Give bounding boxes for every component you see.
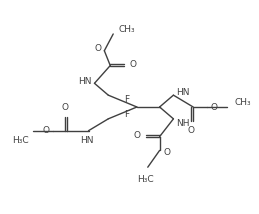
Text: CH₃: CH₃ (235, 98, 251, 107)
Text: H₃C: H₃C (12, 136, 28, 145)
Text: O: O (94, 44, 101, 53)
Text: O: O (163, 148, 171, 157)
Text: O: O (42, 126, 49, 135)
Text: CH₃: CH₃ (118, 25, 135, 34)
Text: F: F (124, 110, 129, 119)
Text: O: O (134, 131, 141, 140)
Text: NH: NH (176, 119, 190, 128)
Text: O: O (129, 60, 136, 69)
Text: H₃C: H₃C (138, 175, 154, 184)
Text: F: F (124, 95, 129, 104)
Text: HN: HN (78, 77, 91, 86)
Text: HN: HN (80, 136, 93, 145)
Text: O: O (211, 103, 218, 111)
Text: HN: HN (176, 88, 190, 97)
Text: O: O (61, 103, 68, 112)
Text: O: O (188, 126, 195, 135)
